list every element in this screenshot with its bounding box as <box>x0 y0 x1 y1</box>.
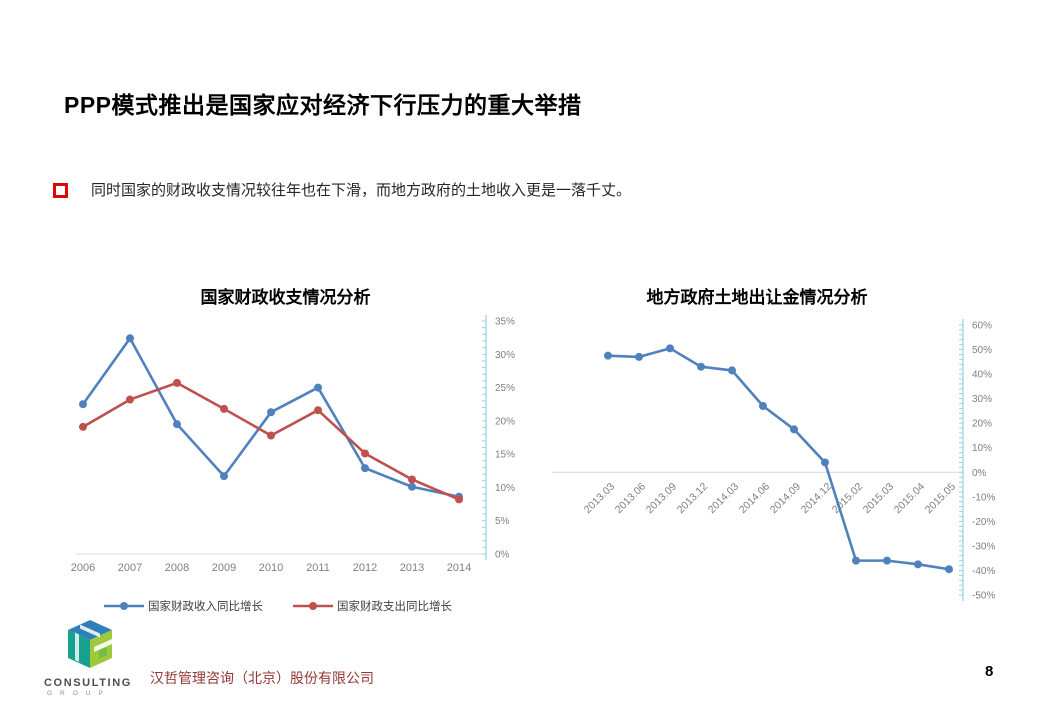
y-tick-label: -30% <box>972 541 995 552</box>
x-tick-label: 2013.03 <box>582 481 617 516</box>
x-tick-label: 2013.09 <box>644 481 679 516</box>
x-tick-label: 2012 <box>353 562 377 574</box>
x-tick-label: 2011 <box>306 562 330 574</box>
chart-land-transfer: 地方政府土地出让金情况分析 -50% -40% -30% -20% -10% 0% 10% 2… <box>552 283 1034 614</box>
y-tick-label: 35% <box>495 317 515 328</box>
data-point <box>267 408 275 417</box>
data-point <box>790 425 798 434</box>
data-point <box>267 431 275 440</box>
data-point <box>220 472 228 481</box>
data-point <box>408 482 416 491</box>
data-point <box>759 402 767 410</box>
y-tick-label: 20% <box>495 416 515 427</box>
y-tick-label: 5% <box>495 516 510 527</box>
y-tick-label: 60% <box>972 321 992 332</box>
data-point <box>126 334 134 343</box>
x-tick-label: 2015.04 <box>892 481 927 516</box>
y-tick-label: 10% <box>495 483 515 494</box>
legend-dot <box>120 602 128 610</box>
data-point <box>604 351 612 360</box>
data-point <box>883 556 891 565</box>
y-tick-label: 50% <box>972 345 992 356</box>
data-point <box>361 449 369 458</box>
y-tick-label: -50% <box>972 591 995 602</box>
x-tick-label: 2015.03 <box>861 481 896 516</box>
y-tick-label: 15% <box>495 450 515 461</box>
y-tick-label: 10% <box>972 443 992 454</box>
data-point <box>173 378 181 387</box>
x-tick-label: 2008 <box>165 562 189 574</box>
bullet-row: 同时国家的财政收支情况较往年也在下滑，而地方政府的土地收入更是一落千丈。 <box>53 180 813 201</box>
x-tick-label: 2010 <box>259 562 283 574</box>
data-point <box>821 458 829 467</box>
x-tick-label: 2013 <box>400 562 424 574</box>
x-tick-label: 2013.12 <box>675 481 710 516</box>
x-tick-label: 2009 <box>212 562 236 574</box>
x-tick-label: 2014.06 <box>737 481 772 516</box>
y-tick-label: -10% <box>972 492 995 503</box>
x-tick-label: 2014.09 <box>768 481 803 516</box>
legend-marker-icon <box>104 602 144 610</box>
logo-text-group: GROUP <box>47 690 111 697</box>
chart-national-fiscal: 国家财政收支情况分析 0% 5% 10% 15% 20% 25% 30% 35% 2006 200… <box>58 283 534 614</box>
y-tick-label: 20% <box>972 419 992 430</box>
page-number: 8 <box>985 663 994 680</box>
line-chart-land-transfer: -50% -40% -30% -20% -10% 0% 10% 20% 30% 40% 50% 60%… <box>552 319 995 602</box>
data-point <box>126 395 134 404</box>
y-tick-label: 25% <box>495 383 515 394</box>
data-point <box>314 383 322 392</box>
company-logo: CONSULTING GROUP <box>44 617 154 697</box>
data-point <box>666 344 674 353</box>
line-chart-national-fiscal: 0% 5% 10% 15% 20% 25% 30% 35% 2006 2007 2008 2009 20… <box>71 315 515 574</box>
x-tick-label: 2014 <box>447 562 471 574</box>
data-point <box>408 475 416 484</box>
x-tick-label: 2015.05 <box>923 481 958 516</box>
data-point <box>79 400 87 409</box>
data-point <box>79 422 87 431</box>
legend-item: 国家财政支出同比增长 <box>293 598 452 614</box>
y-tick-label: 40% <box>972 370 992 381</box>
logo-text-consulting: CONSULTING <box>44 677 132 689</box>
y-tick-label: 30% <box>972 394 992 405</box>
page-title: PPP模式推出是国家应对经济下行压力的重大举措 <box>64 92 582 118</box>
legend-item: 国家财政收入同比增长 <box>104 598 263 614</box>
data-point <box>220 404 228 413</box>
data-point <box>914 560 922 569</box>
legend-label: 国家财政支出同比增长 <box>337 601 452 613</box>
data-point <box>697 362 705 371</box>
series-line-0 <box>607 347 950 571</box>
legend-marker-icon <box>293 602 333 610</box>
chart-legend: 国家财政收入同比增长 国家财政支出同比增长 <box>58 598 498 614</box>
y-tick-label: 0% <box>972 468 987 479</box>
x-tick-label: 2014.03 <box>706 481 741 516</box>
y-tick-label: -20% <box>972 517 995 528</box>
y-tick-label: -40% <box>972 566 995 577</box>
y-tick-label: 30% <box>495 350 515 361</box>
data-point <box>945 565 953 574</box>
chart-title-right: 地方政府土地出让金情况分析 <box>646 288 868 307</box>
legend-dot <box>309 602 317 610</box>
legend-label: 国家财政收入同比增长 <box>148 601 263 613</box>
x-tick-label: 2014.12 <box>799 481 834 516</box>
data-point <box>361 464 369 473</box>
logo-cube-icon <box>68 620 112 668</box>
bullet-text: 同时国家的财政收支情况较往年也在下滑，而地方政府的土地收入更是一落千丈。 <box>91 182 632 199</box>
data-point <box>852 556 860 565</box>
data-point <box>635 352 643 361</box>
footer-company-name: 汉哲管理咨询（北京）股份有限公司 <box>150 670 374 686</box>
x-tick-label: 2007 <box>118 562 142 574</box>
x-tick-label: 2006 <box>71 562 95 574</box>
data-point <box>728 366 736 375</box>
y-tick-label: 0% <box>495 550 510 561</box>
bullet-square-icon <box>53 183 68 198</box>
data-point <box>173 420 181 429</box>
data-point <box>455 495 463 504</box>
x-tick-label: 2013.06 <box>613 481 648 516</box>
chart-title-left: 国家财政收支情况分析 <box>200 288 371 307</box>
data-point <box>314 406 322 415</box>
